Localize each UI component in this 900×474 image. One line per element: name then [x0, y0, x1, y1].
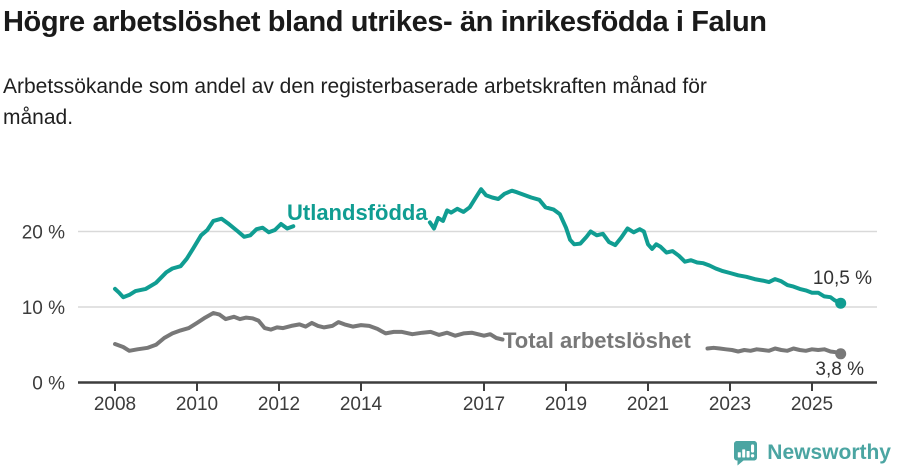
end-value-label-total-arbetsloshet: 3,8 %	[815, 359, 864, 380]
utlandsfodda-line-segment-0	[113, 216, 296, 300]
x-axis-tick-label: 2012	[258, 394, 300, 415]
logo-exclamation-dot	[751, 454, 755, 458]
x-axis-tick-label: 2019	[545, 394, 587, 415]
y-axis-tick-label: 0 %	[32, 374, 65, 395]
x-axis-tick-label: 2023	[709, 394, 751, 415]
x-axis-tick-label: 2010	[176, 394, 218, 415]
total-arbetsloshet-line-segment-1	[705, 345, 843, 356]
utlandsfodda-line-segment-1	[427, 187, 843, 306]
x-axis-tick-label: 2021	[627, 394, 669, 415]
series-label-total-arbetsloshet: Total arbetslöshet	[503, 328, 691, 353]
total-arbetsloshet-line-segment-0	[113, 311, 505, 353]
x-axis-tick-label: 2008	[94, 394, 136, 415]
logo-exclamation-bar	[751, 444, 755, 453]
total-arbetsloshet-end-dot	[835, 348, 847, 360]
chart-subtitle: Arbetssökande som andel av den registerb…	[3, 75, 707, 129]
x-axis-tick-label: 2017	[463, 394, 505, 415]
chart-title: Högre arbetslöshet bland utrikes- än inr…	[3, 6, 767, 38]
newsworthy-wordmark: Newsworthy	[767, 441, 891, 464]
y-axis-tick-label: 10 %	[22, 298, 65, 319]
logo-bar-3	[746, 451, 750, 458]
x-axis-tick-label: 2025	[791, 394, 833, 415]
logo-bar-1	[738, 452, 742, 458]
x-axis-tick-label: 2014	[340, 394, 383, 415]
logo-bar-2	[742, 449, 746, 458]
utlandsfodda-end-dot	[835, 297, 847, 309]
newsworthy-logo-icon	[734, 441, 758, 466]
newsworthy-logo: Newsworthy	[731, 439, 891, 467]
series-label-utlandsfodda: Utlandsfödda	[287, 200, 428, 225]
end-value-label-utlandsfodda: 10,5 %	[812, 268, 872, 289]
y-axis-tick-label: 20 %	[22, 223, 65, 244]
